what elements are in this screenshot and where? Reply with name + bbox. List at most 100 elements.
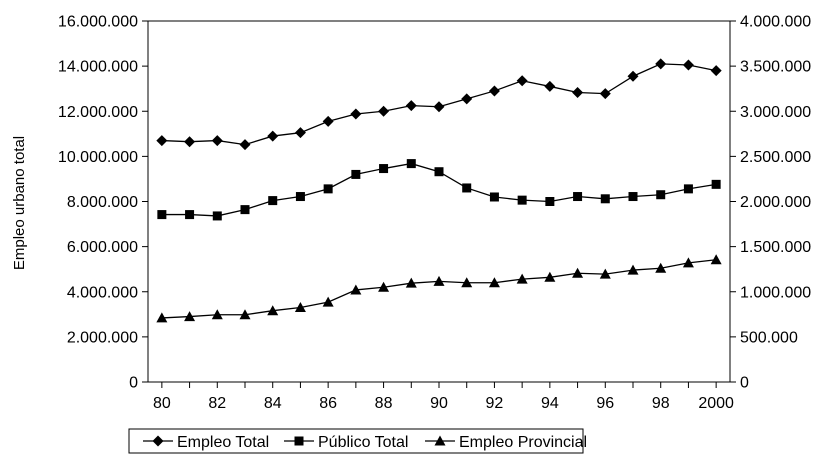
x-tick-label: 96	[596, 395, 614, 412]
x-tick-label: 90	[430, 395, 448, 412]
series-square	[157, 159, 721, 221]
data-point	[294, 302, 306, 313]
x-tick-label: 94	[541, 395, 559, 412]
x-tick-label: 80	[153, 395, 171, 412]
data-point	[156, 135, 168, 147]
data-point	[267, 305, 279, 316]
data-point	[406, 159, 416, 169]
legend-marker	[434, 435, 446, 446]
legend-label: Público Total	[318, 434, 408, 451]
data-point	[405, 100, 417, 112]
data-point	[600, 194, 610, 204]
data-point	[599, 268, 611, 279]
legend-entry: Empleo Provincial	[425, 434, 587, 451]
x-tick-label: 2000	[698, 395, 734, 412]
data-point	[710, 254, 722, 265]
data-point	[544, 271, 556, 282]
data-point	[573, 192, 583, 202]
data-point	[240, 205, 250, 215]
legend-marker	[294, 436, 304, 446]
data-point	[350, 108, 362, 120]
y2-tick-label: 3.000.000	[740, 104, 811, 121]
data-point	[488, 277, 500, 288]
y2-tick-label: 500.000	[740, 329, 798, 346]
y2-tick-label: 1.000.000	[740, 284, 811, 301]
data-point	[711, 179, 721, 189]
data-point	[378, 281, 390, 292]
series-diamond	[156, 58, 722, 151]
data-point	[434, 167, 444, 177]
y-tick-label: 8.000.000	[67, 194, 138, 211]
x-tick-label: 82	[208, 395, 226, 412]
data-point	[322, 296, 334, 307]
data-point	[157, 210, 167, 220]
x-tick-label: 88	[375, 395, 393, 412]
data-point	[461, 93, 473, 105]
data-point	[239, 139, 251, 151]
legend-entry: Empleo Total	[143, 434, 269, 451]
data-point	[516, 75, 528, 87]
data-point	[516, 273, 528, 284]
y-tick-label: 10.000.000	[58, 149, 138, 166]
legend-label: Empleo Provincial	[459, 434, 587, 451]
x-tick-label: 98	[652, 395, 670, 412]
y2-tick-label: 0	[740, 375, 749, 392]
data-point	[350, 284, 362, 295]
data-point	[185, 210, 195, 220]
data-point	[462, 183, 472, 193]
data-point	[405, 277, 417, 288]
data-point	[683, 184, 693, 194]
data-point	[294, 127, 306, 139]
y2-tick-label: 2.500.000	[740, 149, 811, 166]
data-point	[351, 169, 361, 179]
data-point	[488, 85, 500, 97]
y-tick-label: 16.000.000	[58, 14, 138, 31]
data-point	[628, 192, 638, 202]
y-tick-label: 12.000.000	[58, 104, 138, 121]
data-point	[545, 197, 555, 206]
data-point	[184, 311, 196, 322]
legend-marker	[152, 435, 164, 447]
y2-tick-label: 4.000.000	[740, 14, 811, 31]
x-tick-label: 92	[486, 395, 504, 412]
legend-label: Empleo Total	[177, 434, 269, 451]
data-point	[572, 87, 584, 99]
y-tick-label: 4.000.000	[67, 284, 138, 301]
data-point	[656, 190, 666, 200]
plot-area-frame	[147, 20, 731, 383]
data-point	[184, 136, 196, 148]
x-tick-label: 84	[264, 395, 282, 412]
data-point	[710, 65, 722, 77]
data-point	[433, 275, 445, 286]
data-point	[627, 264, 639, 275]
data-point	[433, 101, 445, 113]
data-point	[627, 70, 639, 82]
data-point	[461, 277, 473, 288]
data-point	[655, 58, 667, 70]
data-point	[267, 130, 279, 142]
series-triangle	[156, 254, 722, 323]
y2-tick-label: 3.500.000	[740, 59, 811, 76]
data-point	[239, 309, 251, 320]
legend-box	[128, 428, 584, 454]
x-tick-label: 86	[319, 395, 337, 412]
data-point	[211, 135, 223, 147]
y-tick-label: 14.000.000	[58, 59, 138, 76]
data-point	[323, 184, 333, 194]
data-point	[295, 192, 305, 202]
data-point	[378, 105, 390, 117]
legend-entry: Público Total	[284, 434, 408, 451]
data-point	[379, 164, 389, 174]
y-tick-label: 2.000.000	[67, 329, 138, 346]
y2-tick-label: 2.000.000	[740, 194, 811, 211]
data-point	[517, 195, 527, 205]
data-point	[682, 59, 694, 71]
y-tick-label: 0	[129, 375, 138, 392]
data-point	[682, 257, 694, 268]
data-point	[599, 88, 611, 100]
data-point	[489, 192, 499, 202]
data-point	[655, 262, 667, 273]
data-point	[268, 196, 278, 206]
y-tick-label: 6.000.000	[67, 239, 138, 256]
